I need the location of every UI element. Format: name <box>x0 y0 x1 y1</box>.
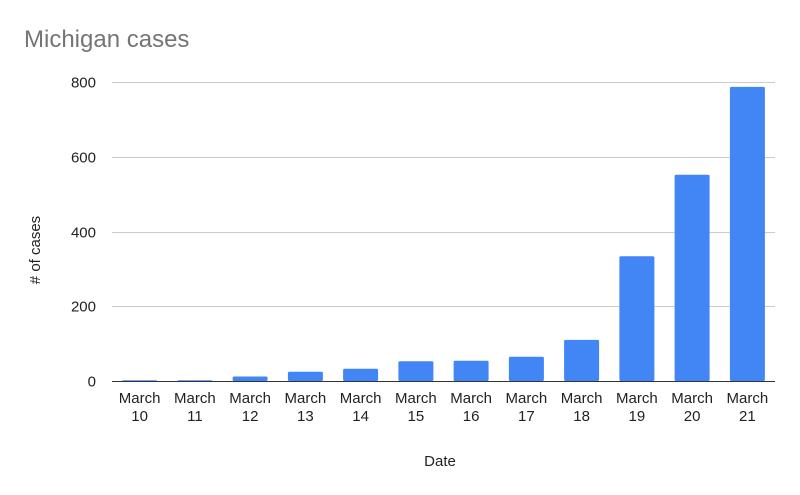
bar <box>564 339 600 381</box>
y-tick-label: 0 <box>88 374 96 391</box>
bars <box>122 86 765 382</box>
x-tick-label: March 11 <box>174 390 216 425</box>
x-tick-labels: March 10 March 11 March 12 March 13 March 14 March… <box>119 390 768 425</box>
bar <box>287 371 323 381</box>
gridlines <box>112 82 775 307</box>
y-tick-label: 400 <box>71 225 96 242</box>
bar <box>453 360 489 381</box>
chart-title: Michigan cases <box>24 26 190 53</box>
x-tick-label: March 12 <box>229 390 271 425</box>
x-tick-label: March 15 <box>395 390 437 425</box>
y-tick-label: 800 <box>71 75 96 92</box>
bar <box>343 368 379 381</box>
y-tick-labels: 0 200 400 600 800 <box>71 75 96 391</box>
x-tick-label: March 19 <box>616 390 658 425</box>
bar <box>619 256 655 381</box>
x-tick-label: March 20 <box>671 390 713 425</box>
bar <box>398 361 434 381</box>
y-tick-label: 600 <box>71 150 96 167</box>
bar <box>122 380 158 381</box>
bar <box>177 380 213 381</box>
x-tick-label: March 21 <box>727 390 769 425</box>
y-tick-label: 200 <box>71 299 96 316</box>
bar <box>232 376 268 381</box>
x-tick-label: March 17 <box>506 390 548 425</box>
bar <box>508 356 544 381</box>
x-tick-label: March 16 <box>450 390 492 425</box>
x-tick-label: March 10 <box>119 390 161 425</box>
bar <box>729 86 765 382</box>
x-tick-label: March 14 <box>340 390 382 425</box>
y-axis-label: # of cases <box>27 216 44 284</box>
x-axis-label: Date <box>424 453 456 470</box>
x-tick-label: March 18 <box>561 390 603 425</box>
bar <box>674 174 710 381</box>
x-tick-label: March 13 <box>285 390 327 425</box>
